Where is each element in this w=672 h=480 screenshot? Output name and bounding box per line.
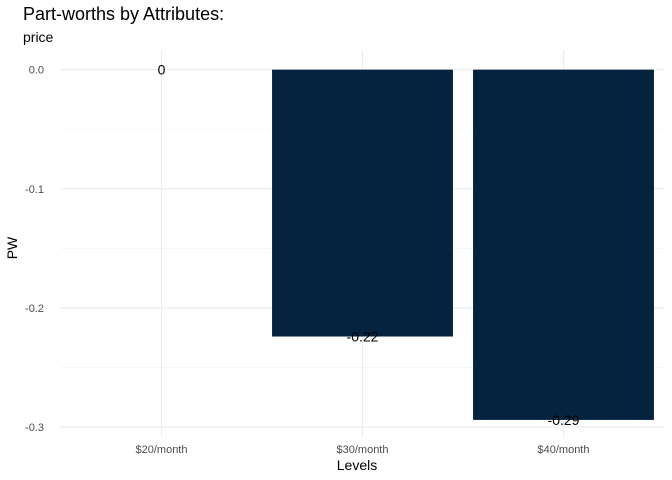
x-tick-label: $20/month [136, 444, 188, 456]
bars [272, 69, 654, 420]
x-axis-ticks: $20/month $30/month $40/month [136, 444, 590, 456]
bar-2 [272, 69, 453, 337]
data-label-1: 0 [158, 62, 166, 78]
y-tick-label: -0.3 [25, 422, 44, 434]
y-tick-label: -0.2 [25, 303, 44, 315]
data-label-2: -0.22 [347, 329, 379, 345]
bar-3 [473, 69, 654, 420]
chart-subtitle: price [23, 29, 54, 45]
y-axis-title: PW [4, 236, 20, 259]
data-label-3: -0.29 [548, 412, 580, 428]
y-tick-label: 0.0 [29, 65, 44, 77]
x-axis-title: Levels [337, 457, 377, 473]
y-tick-label: -0.1 [25, 184, 44, 196]
y-axis-ticks: 0.0 -0.1 -0.2 -0.3 [25, 65, 44, 434]
data-labels: 0 -0.22 -0.29 [158, 62, 580, 428]
chart-title: Part-worths by Attributes: [23, 4, 224, 24]
x-tick-label: $40/month [538, 444, 590, 456]
x-tick-label: $30/month [337, 444, 389, 456]
